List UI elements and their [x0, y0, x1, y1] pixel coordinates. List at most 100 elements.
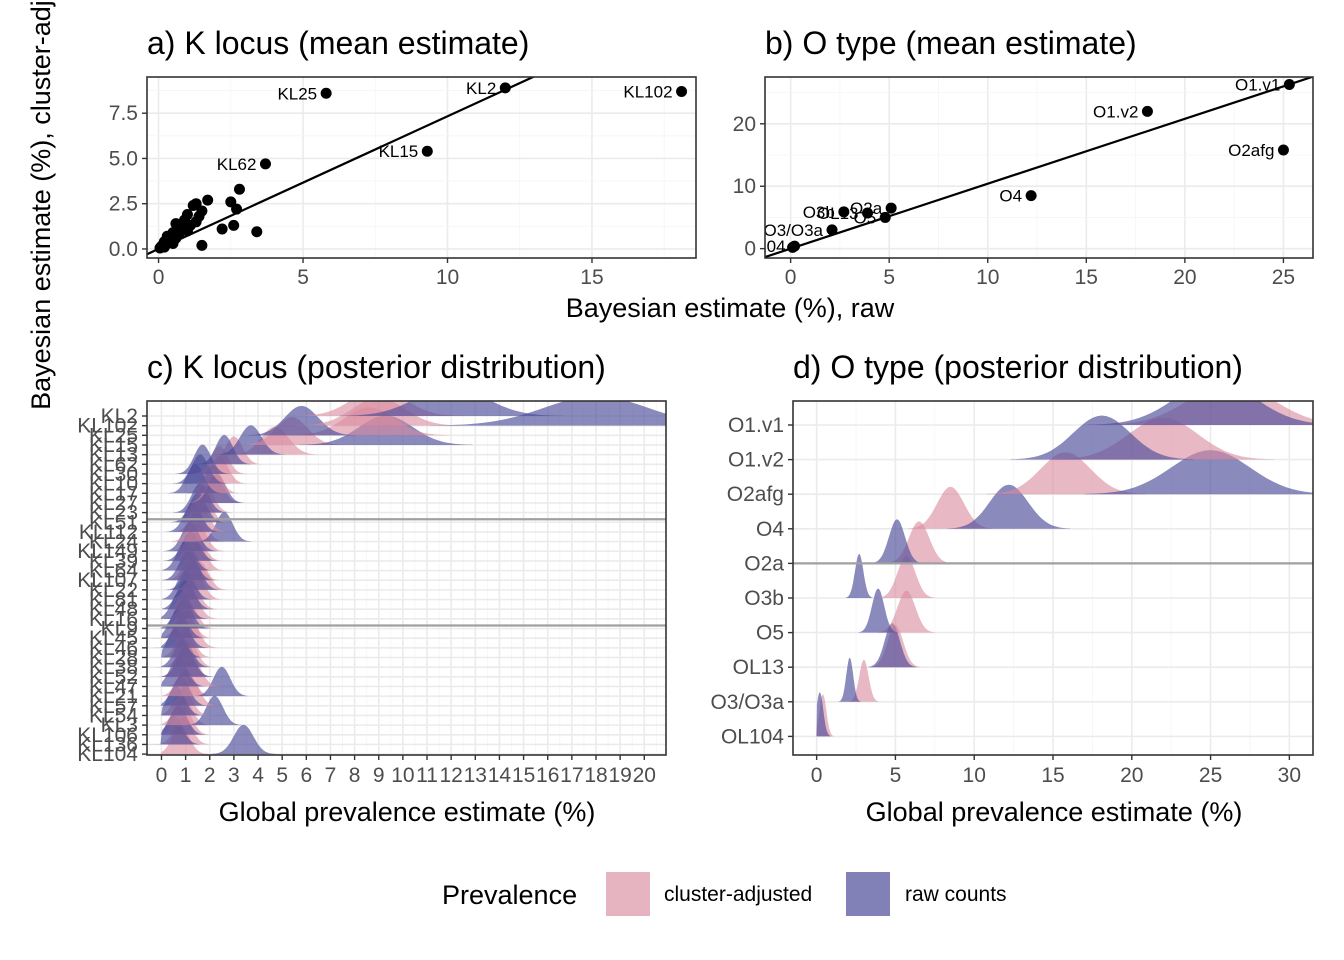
panel-c-y-tick-label: KL17	[89, 482, 138, 505]
panel-a-point-label: KL62	[217, 155, 257, 174]
panel-a-x-tick-label: 10	[436, 266, 459, 289]
panel-a-y-tick-label: 7.5	[109, 102, 138, 125]
panel-d-ridge-raw-counts	[838, 657, 861, 702]
panel-b-point-label: O4	[999, 187, 1022, 206]
panel-c-y-tick-label: KL28	[89, 647, 138, 670]
panel-c-y-tick-label: KL10	[89, 473, 138, 496]
panel-c-y-tick-label: KL24	[89, 531, 138, 554]
panel-b-point-label: O3/O3a	[763, 221, 823, 240]
panel-c-ridge-raw-counts	[175, 444, 230, 474]
panel-c-y-tick-label: KL13	[89, 444, 138, 467]
panel-d-y-tick-label: O3/O3a	[710, 691, 784, 714]
panel-c-ridgeline: 0 1 2 3 4 5 6 7 8 9 10 11 12 13 14 15 16 17 18 19 20KL2KL102…	[77, 400, 667, 787]
panel-a-point	[216, 223, 228, 235]
panel-d-x-tick-label: 30	[1278, 764, 1301, 787]
panel-d-x-tick-label: 0	[811, 764, 823, 787]
panel-d-x-tick-label: 5	[890, 764, 902, 787]
panel-c-y-tick-label: KL9	[101, 618, 138, 641]
panel-d-x-tick-label: 10	[963, 764, 986, 787]
top-y-axis-title: Bayesian estimate (%), cluster-adjusted	[26, 0, 56, 410]
panel-c-x-tick-label: 10	[391, 764, 414, 787]
panel-b-point-label: O3b	[803, 203, 835, 222]
panel-b-fit-line	[765, 77, 1313, 258]
panel-c-y-tick-label: KL39	[89, 550, 138, 573]
panel-c-y-tick-label: KL2	[101, 405, 138, 428]
panel-c-ridge-raw-counts	[187, 695, 242, 726]
top-x-axis-title: Bayesian estimate (%), raw	[566, 293, 895, 323]
legend-title: Prevalence	[442, 880, 577, 910]
panel-c-y-tick-label: KL38	[89, 656, 138, 679]
panel-a-y-tick-label: 2.5	[109, 193, 138, 216]
panel-c-x-tick-label: 8	[349, 764, 361, 787]
panel-d-y-tick-label: O2afg	[727, 483, 784, 506]
panel-c-x-tick-label: 11	[416, 764, 438, 787]
panel-c-x-tick-label: 2	[204, 764, 216, 787]
panel-b-point-label: O5	[854, 208, 877, 227]
panel-c-y-tick-label: KL15	[89, 434, 138, 457]
panel-c-ridge-raw-counts	[429, 401, 666, 426]
panel-c-x-axis-title: Global prevalence estimate (%)	[219, 797, 596, 827]
panel-d-x-tick-label: 25	[1199, 764, 1222, 787]
panel-b-point-label: O1.v1	[1235, 75, 1280, 94]
panel-c-y-tick-label: KL149	[77, 540, 138, 563]
panel-b-title: b) O type (mean estimate)	[765, 25, 1137, 61]
panel-c-ridge-raw-counts	[197, 434, 252, 465]
panel-c-y-tick-label: KL21	[89, 685, 138, 708]
panel-c-x-tick-label: 17	[560, 764, 583, 787]
panel-c-y-tick-label: KL25	[89, 424, 138, 447]
panel-b-x-tick-label: 5	[883, 266, 895, 289]
panel-b-point	[838, 206, 850, 218]
panel-d-y-tick-label: O1.v2	[728, 449, 784, 472]
panel-b-point	[1277, 144, 1289, 156]
panel-c-y-tick-label: KL57	[89, 695, 138, 718]
panel-c-panel-border	[146, 400, 667, 756]
panel-c-x-tick-label: 5	[276, 764, 288, 787]
panel-c-y-tick-label: KL102	[77, 415, 138, 438]
panel-d-y-tick-label: O4	[756, 518, 784, 541]
panel-c-x-tick-label: 14	[488, 764, 512, 787]
panel-a-point	[421, 145, 433, 157]
panel-b-x-tick-label: 15	[1075, 266, 1098, 289]
legend-label-cluster-adjusted: cluster-adjusted	[664, 883, 812, 906]
panel-c-y-tick-label: KL30	[89, 463, 138, 486]
panel-c-y-tick-label: KL104	[77, 743, 138, 766]
panel-d-y-tick-label: O1.v1	[728, 414, 784, 437]
panel-a-scatter: KL2 KL102 KL25 KL15 KL62 0 5 10 15 0.0 2.5 5.0 7.5	[109, 76, 697, 289]
panel-b-panel-border	[764, 76, 1314, 259]
panel-b-point	[1141, 105, 1153, 117]
panel-b-point	[1025, 190, 1037, 202]
panel-a-point	[499, 82, 511, 94]
panel-b-y-tick-label: 0	[744, 238, 756, 261]
panel-d-ridge-cluster-adjusted	[877, 590, 936, 633]
panel-c-y-tick-label: KL54	[89, 704, 138, 727]
panel-a-point	[259, 158, 271, 170]
panel-d-ridge-raw-counts	[871, 519, 923, 564]
panel-c-ridges	[147, 401, 666, 755]
panel-c-x-tick-label: 3	[228, 764, 240, 787]
panel-b-point	[826, 224, 838, 236]
panel-b-point-label: O1.v2	[1093, 102, 1138, 121]
panel-a-point-label: KL2	[466, 79, 496, 98]
panel-a-x-tick-label: 0	[153, 266, 165, 289]
panel-c-x-tick-label: 6	[300, 764, 312, 787]
panel-d-y-tick-label: O3b	[744, 587, 784, 610]
panel-c-x-tick-label: 15	[512, 764, 535, 787]
panel-c-x-tick-label: 16	[536, 764, 559, 787]
panel-d-ridge-raw-counts	[845, 553, 873, 598]
panel-d-ridge-raw-counts	[858, 588, 898, 633]
panel-a-y-tick-label: 5.0	[109, 147, 138, 170]
panel-d-y-tick-label: OL13	[733, 656, 784, 679]
panel-b-point-label: O2afg	[1228, 141, 1274, 160]
panel-a-point	[251, 226, 263, 238]
panel-c-ridge-raw-counts	[194, 666, 249, 697]
panel-a-point	[320, 87, 332, 99]
panel-c-x-tick-label: 0	[156, 764, 168, 787]
panel-d-x-tick-label: 20	[1120, 764, 1143, 787]
panel-d-ridge-cluster-adjusted	[907, 486, 994, 529]
panel-b-point-label: OL104	[735, 237, 786, 256]
panel-d-ridge-cluster-adjusted	[877, 556, 936, 598]
panel-c-x-tick-label: 13	[464, 764, 487, 787]
panel-c-x-tick-label: 19	[608, 764, 631, 787]
panel-a-point	[231, 203, 243, 215]
panel-d-y-tick-label: O5	[756, 622, 784, 645]
